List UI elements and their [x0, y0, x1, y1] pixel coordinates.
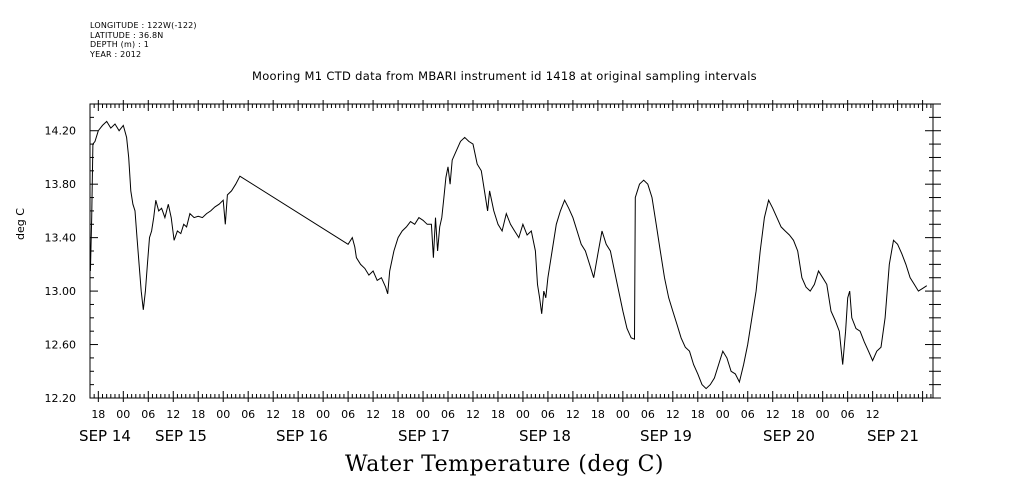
meta-latitude: LATITUDE : 36.8N — [90, 30, 164, 40]
x-tick-label: 06 — [741, 408, 755, 421]
x-tick-label: 06 — [641, 408, 655, 421]
x-tick-label: 12 — [466, 408, 480, 421]
x-tick-label: 12 — [666, 408, 680, 421]
x-tick-label: 00 — [516, 408, 530, 421]
x-day-label: SEP 18 — [519, 427, 571, 445]
x-tick-label: 12 — [866, 408, 880, 421]
chart-title: Mooring M1 CTD data from MBARI instrumen… — [252, 69, 757, 83]
x-day-label: SEP 14 — [79, 427, 131, 445]
metadata-block: LONGITUDE : 122W(-122) LATITUDE : 36.8N … — [90, 21, 197, 59]
y-tick-label: 12.20 — [45, 392, 77, 405]
x-tick-label: 00 — [716, 408, 730, 421]
x-tick-label: 18 — [591, 408, 605, 421]
y-tick-label: 14.20 — [45, 125, 77, 138]
x-day-label: SEP 16 — [276, 427, 328, 445]
x-day-label: SEP 15 — [155, 427, 207, 445]
y-tick-label: 13.80 — [45, 178, 77, 191]
x-tick-label: 00 — [116, 408, 130, 421]
y-tick-label: 13.40 — [45, 232, 77, 245]
x-tick-label: 00 — [616, 408, 630, 421]
x-tick-label: 18 — [791, 408, 805, 421]
x-tick-label: 12 — [566, 408, 580, 421]
x-tick-label: 06 — [541, 408, 555, 421]
x-axis-label: Water Temperature (deg C) — [345, 452, 664, 477]
x-day-label: SEP 19 — [640, 427, 692, 445]
x-tick-label: 18 — [691, 408, 705, 421]
x-day-label: SEP 21 — [867, 427, 919, 445]
meta-year: YEAR : 2012 — [90, 49, 142, 59]
plot-frame — [89, 103, 934, 399]
x-tick-label: 00 — [216, 408, 230, 421]
x-tick-label: 18 — [491, 408, 505, 421]
x-tick-label: 18 — [191, 408, 205, 421]
x-tick-label: 12 — [366, 408, 380, 421]
temperature-line — [89, 120, 928, 390]
x-tick-label: 06 — [241, 408, 255, 421]
x-tick-label: 00 — [316, 408, 330, 421]
y-tick-label: 12.60 — [45, 339, 77, 352]
x-tick-label: 00 — [816, 408, 830, 421]
x-tick-label: 06 — [141, 408, 155, 421]
x-tick-label: 06 — [341, 408, 355, 421]
meta-depth: DEPTH (m) : 1 — [90, 40, 149, 49]
x-tick-label: 18 — [91, 408, 105, 421]
x-tick-label: 18 — [291, 408, 305, 421]
x-tick-label: 00 — [416, 408, 430, 421]
x-tick-label: 12 — [266, 408, 280, 421]
x-tick-label: 12 — [166, 408, 180, 421]
x-day-label: SEP 17 — [398, 427, 450, 445]
meta-longitude: LONGITUDE : 122W(-122) — [90, 21, 197, 30]
x-tick-label: 18 — [391, 408, 405, 421]
x-tick-label: 06 — [441, 408, 455, 421]
x-tick-label: 06 — [841, 408, 855, 421]
x-tick-label: 12 — [766, 408, 780, 421]
x-day-label: SEP 20 — [763, 427, 815, 445]
y-tick-label: 13.00 — [45, 285, 77, 298]
